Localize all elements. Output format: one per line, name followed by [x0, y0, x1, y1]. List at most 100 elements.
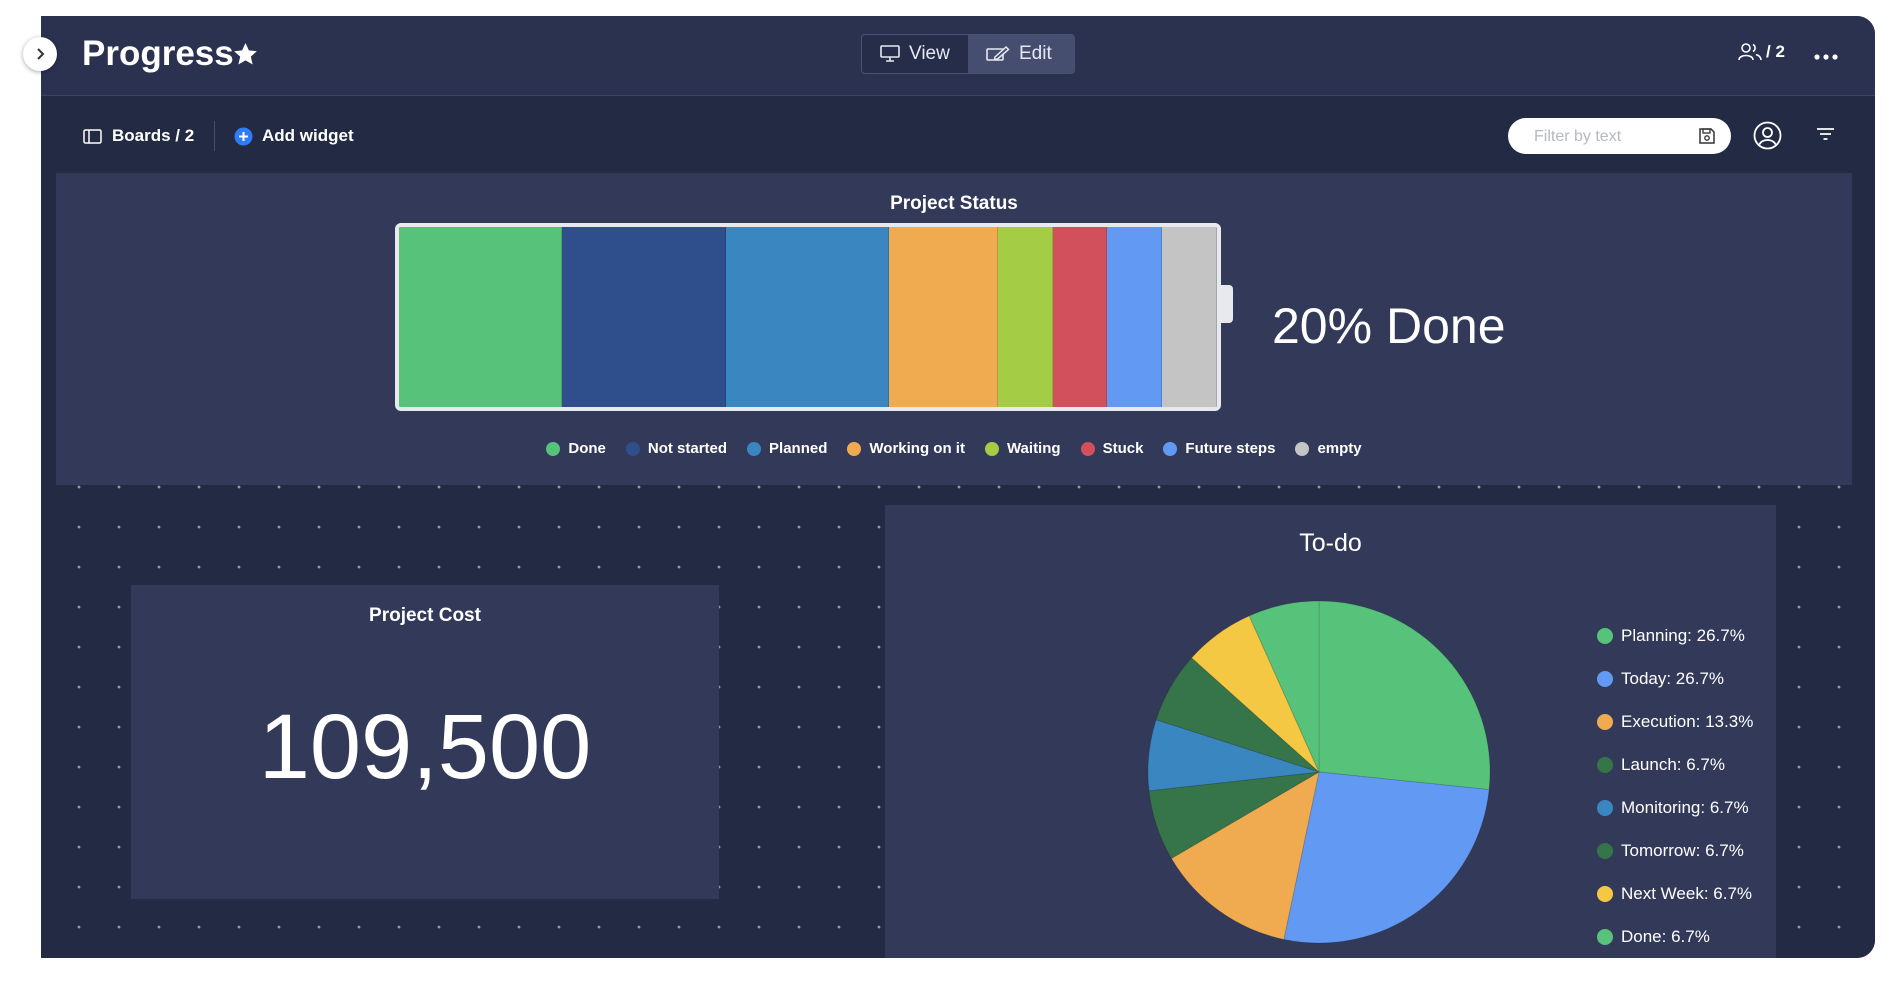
status-legend-item[interactable]: Done — [546, 440, 606, 457]
boards-label: Boards / 2 — [112, 126, 195, 145]
legend-label: Planned — [769, 440, 828, 457]
todo-pie-chart — [1147, 600, 1491, 944]
project-cost-value: 109,500 — [258, 696, 592, 798]
battery-cap — [1220, 285, 1233, 323]
more-options-icon[interactable] — [1814, 54, 1838, 60]
legend-color-dot — [546, 441, 561, 456]
legend-label: Planning: 26.7% — [1621, 625, 1745, 645]
todo-widget: To-do Planning: 26.7% Today: 26.7% Executi… — [885, 505, 1776, 958]
todo-legend: Planning: 26.7% Today: 26.7% Execution: 13… — [1597, 614, 1753, 958]
legend-label: Not started — [647, 440, 728, 457]
add-widget-label: Add widget — [262, 126, 354, 145]
view-button[interactable]: View — [862, 35, 968, 73]
page-title: Progress — [82, 34, 234, 73]
pie-slice-launch[interactable] — [1148, 771, 1320, 860]
legend-label: Launch: 6.7% — [1621, 754, 1725, 774]
status-legend-item[interactable]: Planned — [747, 440, 827, 457]
filter-field — [1508, 118, 1731, 156]
legend-label: Done: 6.7% — [1621, 926, 1710, 946]
person-filter-icon[interactable] — [1753, 121, 1782, 150]
view-label: View — [909, 43, 950, 64]
todo-legend-item[interactable]: Monitoring: 6.7% — [1597, 786, 1753, 829]
todo-legend-item[interactable]: Launch: 6.7% — [1597, 743, 1753, 786]
status-legend: Done Not started Planned Working on it Waiti… — [56, 440, 1852, 457]
filter-input[interactable] — [1532, 118, 1696, 156]
edit-button[interactable]: Edit — [968, 35, 1074, 73]
legend-label: Working on it — [869, 440, 965, 457]
pie-slice-monitoring[interactable] — [1147, 719, 1320, 792]
project-status-widget: Project Status 20% Done Done Not started P… — [56, 173, 1852, 485]
legend-label: Tomorrow: 6.7% — [1621, 840, 1744, 860]
status-segment-planned[interactable] — [725, 227, 890, 407]
legend-color-dot — [1597, 799, 1613, 816]
status-segment-done[interactable] — [399, 227, 563, 407]
edit-label: Edit — [1019, 43, 1052, 64]
battery-segments — [399, 227, 1217, 407]
pie-slice-planning[interactable] — [1318, 600, 1491, 791]
dashboard-app: Progress View Edit — [41, 16, 1875, 958]
status-segment-future-steps[interactable] — [1107, 227, 1163, 407]
members-button[interactable]: / 2 — [1738, 42, 1785, 62]
legend-label: Today: 26.7% — [1621, 668, 1725, 688]
legend-label: Future steps — [1185, 440, 1276, 457]
filter-icon[interactable] — [1816, 127, 1835, 141]
monitor-icon — [880, 45, 900, 62]
star-icon[interactable] — [231, 40, 260, 69]
people-icon — [1738, 43, 1762, 61]
boards-button[interactable]: Boards / 2 — [83, 126, 194, 146]
todo-legend-item[interactable]: Today: 26.7% — [1597, 657, 1753, 700]
legend-label: Next Week: 6.7% — [1621, 883, 1753, 903]
status-segment-empty[interactable] — [1162, 227, 1217, 407]
legend-color-dot — [1163, 441, 1178, 456]
status-legend-item[interactable]: Not started — [625, 440, 728, 457]
legend-label: Stuck — [1102, 440, 1144, 457]
add-widget-button[interactable]: Add widget — [234, 126, 354, 146]
legend-color-dot — [1597, 756, 1613, 773]
todo-legend-item[interactable]: Planning: 26.7% — [1597, 614, 1753, 657]
expand-sidebar-button[interactable] — [23, 37, 57, 71]
status-legend-item[interactable]: empty — [1295, 440, 1362, 457]
legend-color-dot — [1080, 441, 1095, 456]
save-icon[interactable] — [1698, 127, 1716, 145]
legend-color-dot — [1597, 713, 1613, 730]
status-segment-waiting[interactable] — [997, 227, 1053, 407]
legend-color-dot — [847, 441, 862, 456]
sidebar-panel-icon — [83, 128, 102, 144]
status-legend-item[interactable]: Working on it — [847, 440, 965, 457]
todo-legend-item[interactable]: Execution: 13.3% — [1597, 700, 1753, 743]
members-count: / 2 — [1766, 42, 1785, 61]
chevron-right-icon — [37, 48, 45, 60]
project-status-title: Project Status — [890, 193, 1018, 214]
todo-legend-item[interactable]: Next Week: 6.7% — [1597, 872, 1753, 915]
top-bar: Progress View Edit — [41, 16, 1875, 96]
todo-legend-item[interactable]: Done: 6.7% — [1597, 915, 1753, 958]
legend-color-dot — [1597, 842, 1613, 859]
status-segment-not-started[interactable] — [562, 227, 726, 407]
pie-slice-done[interactable] — [1248, 600, 1320, 773]
pie-slice-tomorrow[interactable] — [1155, 657, 1320, 773]
view-edit-toggle: View Edit — [861, 34, 1075, 74]
legend-color-dot — [747, 441, 762, 456]
status-legend-item[interactable]: Waiting — [984, 440, 1061, 457]
status-segment-stuck[interactable] — [1052, 227, 1108, 407]
project-cost-title: Project Cost — [369, 605, 481, 626]
status-segment-working-on-it[interactable] — [889, 227, 998, 407]
legend-color-dot — [984, 441, 999, 456]
legend-color-dot — [625, 441, 640, 456]
plus-circle-icon — [234, 127, 253, 145]
legend-color-dot — [1597, 627, 1613, 644]
edit-icon — [986, 45, 1010, 61]
pie-slice-next-week[interactable] — [1190, 615, 1320, 773]
legend-label: Monitoring: 6.7% — [1621, 797, 1749, 817]
status-legend-item[interactable]: Stuck — [1080, 440, 1144, 457]
pie-slice-today[interactable] — [1283, 771, 1490, 944]
dashboard-toolbar: Boards / 2 Add widget — [41, 96, 1875, 172]
pie-slice-execution[interactable] — [1170, 770, 1320, 940]
toolbar-divider — [214, 121, 215, 151]
legend-color-dot — [1295, 441, 1310, 456]
todo-legend-item[interactable]: Tomorrow: 6.7% — [1597, 829, 1753, 872]
status-legend-item[interactable]: Future steps — [1163, 440, 1275, 457]
legend-color-dot — [1597, 928, 1613, 945]
todo-title: To-do — [1299, 529, 1362, 557]
legend-label: Done — [568, 440, 606, 457]
